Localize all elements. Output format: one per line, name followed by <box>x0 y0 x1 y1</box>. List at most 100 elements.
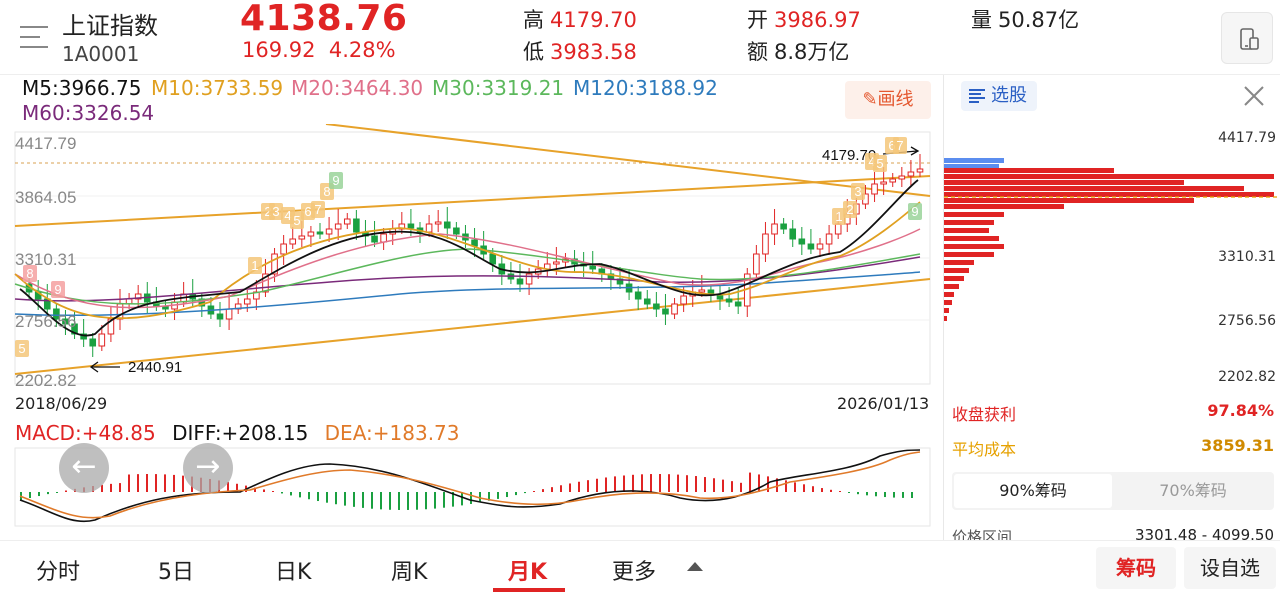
macd-bar <box>434 492 436 509</box>
count-badge-label: 5 <box>18 341 25 356</box>
candle-body <box>889 178 897 183</box>
candle-body <box>89 338 97 347</box>
count-badge <box>908 203 922 220</box>
chip-distribution <box>944 158 1280 321</box>
macd-bar <box>398 492 400 510</box>
tab-more[interactable]: 更多 <box>612 560 657 585</box>
close-icon[interactable] <box>1242 84 1266 108</box>
bottom-tab-bar <box>0 540 1280 593</box>
macd-bar <box>317 492 319 502</box>
candle-body <box>771 223 778 235</box>
candle-body <box>325 228 333 235</box>
draw-line-button[interactable]: ✎画线 <box>845 81 931 119</box>
landscape-button[interactable] <box>1221 12 1273 64</box>
select-stock-label: 选股 <box>991 85 1027 106</box>
candle-body <box>343 218 351 225</box>
caret-up-icon[interactable] <box>687 562 703 571</box>
macd-bar <box>146 474 148 492</box>
add-watchlist-button[interactable]: 设自选 <box>1184 547 1276 589</box>
next-arrow-button[interactable]: → <box>183 443 233 493</box>
count-badge <box>269 203 283 220</box>
count-badge-label: 4 <box>284 208 291 223</box>
chip-bar <box>944 186 1244 191</box>
macd-bar <box>506 492 508 498</box>
candle-body <box>134 293 142 300</box>
candle-body <box>680 295 687 305</box>
y-axis-label: 4417.79 <box>15 134 76 153</box>
macd-bar <box>911 492 913 498</box>
tab-daily-k[interactable]: 日K <box>275 560 312 585</box>
macd-bar <box>47 492 49 495</box>
avg-cost-label: 平均成本 <box>952 440 1017 459</box>
count-badge <box>311 201 325 218</box>
diff-line <box>19 449 921 522</box>
macd-bar <box>767 476 769 492</box>
low-marker-label: 2440.91 <box>128 359 182 376</box>
chip-bar <box>944 284 959 289</box>
macd-bar <box>110 483 112 492</box>
kline-chart[interactable]: 4417.79 3864.05 3310.31 2756.56 2202.82 … <box>0 124 943 392</box>
macd-bar <box>542 489 544 492</box>
tab-monthly-k[interactable]: 月K <box>508 560 548 585</box>
macd-bar <box>443 492 445 508</box>
macd-bar <box>515 492 517 496</box>
count-badge-label: 8 <box>26 266 33 281</box>
price-range-label: 价格区间 <box>952 528 1013 540</box>
count-badge-label: 1 <box>251 258 258 273</box>
macd-bar <box>236 483 238 492</box>
tab-5day[interactable]: 5日 <box>158 560 194 585</box>
ma60-line <box>14 256 921 302</box>
tab-70-chip[interactable]: 70%筹码 <box>1159 481 1227 500</box>
macd-value: MACD:+48.85 <box>15 421 156 445</box>
candle-body <box>62 318 69 325</box>
tab-intraday[interactable]: 分时 <box>36 560 81 585</box>
count-badge-label: 9 <box>911 204 918 219</box>
price-range-row: 价格区间 3301.48 - 4099.50 <box>952 526 1274 540</box>
macd-bar <box>497 492 499 499</box>
select-stock-button[interactable]: 选股 <box>961 81 1037 111</box>
open-label: 开 <box>747 8 768 32</box>
macd-bar <box>686 475 688 492</box>
macd-bar <box>308 492 310 500</box>
macd-bar <box>335 492 337 505</box>
macd-bar <box>326 492 328 503</box>
macd-bar <box>254 487 256 492</box>
macd-bar <box>605 477 607 492</box>
candle-body <box>71 323 78 335</box>
diff-value: DIFF:+208.15 <box>172 421 309 445</box>
chip-bar <box>944 316 947 321</box>
prev-arrow-button[interactable]: ← <box>59 443 109 493</box>
candle-body <box>525 273 533 285</box>
index-code: 1A0001 <box>62 42 140 66</box>
macd-bar <box>641 474 643 492</box>
index-name: 上证指数 <box>62 12 158 40</box>
candle-body <box>289 238 297 245</box>
macd-bar <box>839 491 841 492</box>
dea-value: DEA:+183.73 <box>324 421 460 445</box>
macd-bar <box>101 484 103 492</box>
arrow-left-icon: ← <box>71 449 97 484</box>
menu-icon[interactable] <box>20 26 48 48</box>
y-axis-label: 2202.82 <box>15 371 76 390</box>
macd-chart[interactable] <box>0 420 943 530</box>
low-label: 低 <box>523 40 544 64</box>
macd-bar <box>407 492 409 510</box>
tab-90-chip[interactable]: 90%筹码 <box>954 474 1112 508</box>
candle-body <box>589 265 597 270</box>
macd-bar <box>533 491 535 492</box>
high-marker-arrowhead <box>910 146 920 156</box>
candle-body <box>453 227 460 235</box>
trend-line <box>14 278 931 375</box>
macd-bar <box>551 487 553 492</box>
count-badge-label: 9 <box>54 282 61 297</box>
macd-bars <box>20 472 913 510</box>
count-badge-label: 3 <box>272 204 279 219</box>
ma5-legend: M5:3966.75 <box>22 76 142 100</box>
chip-button[interactable]: 筹码 <box>1096 547 1176 589</box>
macd-bar <box>416 492 418 510</box>
macd-bar <box>785 480 787 492</box>
candle-body <box>553 261 560 265</box>
panel-divider <box>943 75 944 540</box>
tab-weekly-k[interactable]: 周K <box>391 560 428 585</box>
